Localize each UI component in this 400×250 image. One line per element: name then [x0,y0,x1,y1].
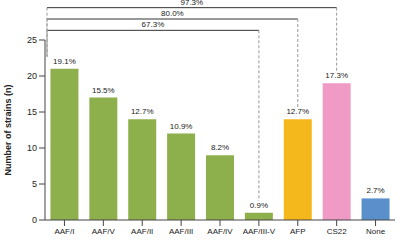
svg-text:0.9%: 0.9% [250,201,268,210]
svg-text:10: 10 [27,143,37,153]
svg-text:20: 20 [27,71,37,81]
svg-text:0: 0 [32,215,37,225]
svg-text:8.2%: 8.2% [211,143,229,152]
svg-text:AFP: AFP [290,227,306,236]
svg-text:80.0%: 80.0% [161,9,184,18]
svg-text:19.1%: 19.1% [53,57,76,66]
svg-text:67.3%: 67.3% [142,20,165,29]
svg-text:15.5%: 15.5% [92,86,115,95]
svg-text:AAF/III-V: AAF/III-V [243,227,276,236]
svg-text:25: 25 [27,35,37,45]
svg-text:AAF/IV: AAF/IV [207,227,233,236]
svg-text:AAF/II: AAF/II [131,227,153,236]
svg-text:AAF/III: AAF/III [169,227,193,236]
svg-text:12.7%: 12.7% [286,107,309,116]
svg-text:12.7%: 12.7% [131,107,154,116]
svg-text:AAF/V: AAF/V [92,227,116,236]
svg-text:2.7%: 2.7% [366,186,384,195]
svg-text:17.3%: 17.3% [325,71,348,80]
svg-text:10.9%: 10.9% [170,122,193,131]
svg-text:5: 5 [32,179,37,189]
svg-text:15: 15 [27,107,37,117]
svg-text:AAF/I: AAF/I [54,227,74,236]
svg-text:97.3%: 97.3% [180,0,203,7]
svg-text:CS22: CS22 [327,227,348,236]
svg-text:None: None [366,227,386,236]
svg-text:Number of strains (n): Number of strains (n) [3,84,13,175]
